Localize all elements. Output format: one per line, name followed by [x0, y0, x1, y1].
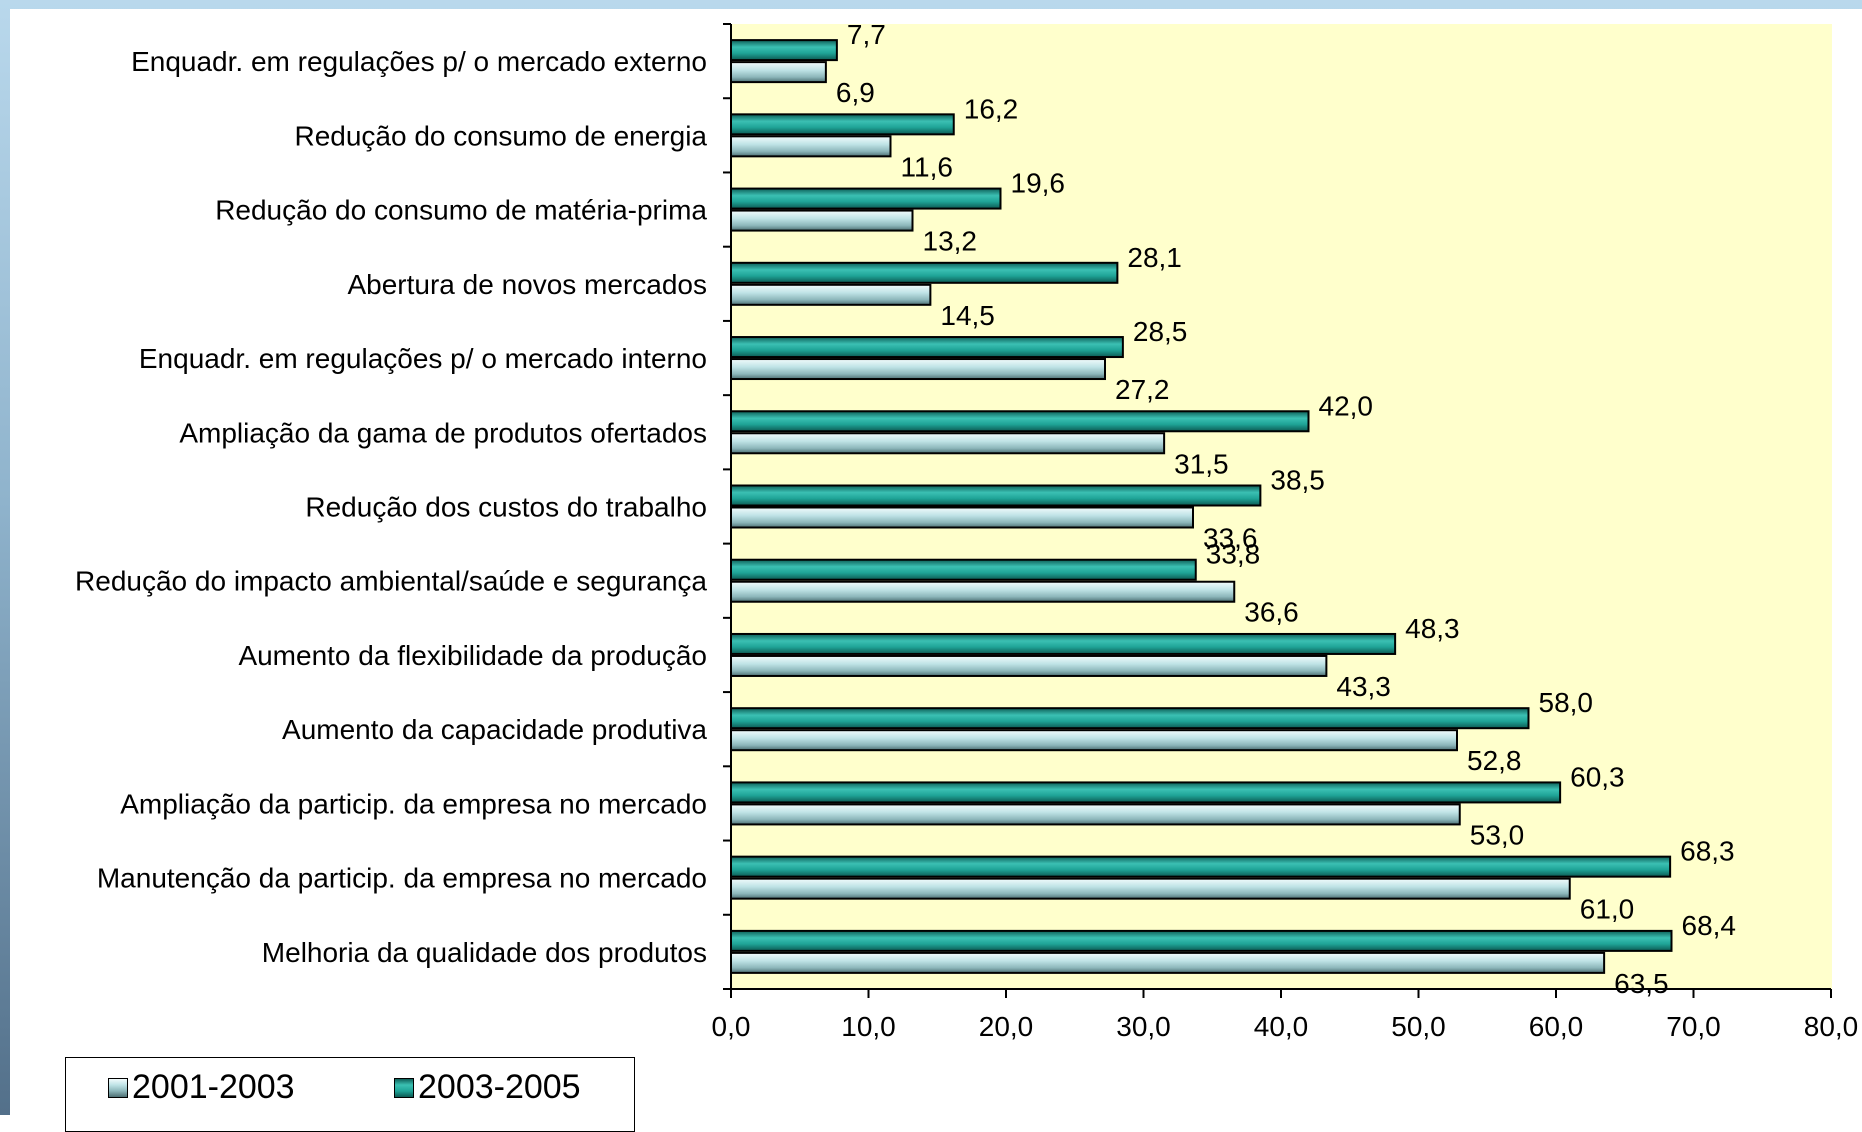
bar-2003-2005-reducao-do-impacto-ambiental-saude-e-seguranca: [730, 558, 1197, 581]
category-label-ampliacao-da-gama-de-produtos-ofertados: Ampliação da gama de produtos ofertados: [179, 417, 707, 448]
data-label-2001-2003-melhoria-da-qualidade-dos-produtos: 63,5: [1614, 968, 1669, 999]
x-tick-label-1: 10,0: [841, 1011, 896, 1042]
category-label-reducao-do-impacto-ambiental-saude-e-seguranca: Redução do impacto ambiental/saúde e seg…: [75, 566, 707, 597]
data-label-2001-2003-abertura-de-novos-mercados: 14,5: [940, 300, 995, 331]
bar-2001-2003-manutencao-da-particip-da-empresa-no-mercado: [730, 877, 1571, 900]
data-label-2001-2003-aumento-da-flexibilidade-da-producao: 43,3: [1336, 671, 1391, 702]
legend-swatch-2001-2003: [108, 1077, 128, 1098]
data-label-2003-2005-reducao-dos-custos-do-trabalho: 38,5: [1270, 465, 1325, 496]
data-label-2003-2005-ampliacao-da-gama-de-produtos-ofertados: 42,0: [1319, 390, 1374, 421]
category-label-reducao-do-consumo-de-materia-prima: Redução do consumo de matéria-prima: [215, 195, 707, 226]
x-tick-label-3: 30,0: [1116, 1011, 1171, 1042]
data-label-2003-2005-manutencao-da-particip-da-empresa-no-mercado: 68,3: [1680, 836, 1735, 867]
category-label-aumento-da-capacidade-produtiva: Aumento da capacidade produtiva: [282, 714, 707, 745]
data-label-2001-2003-ampliacao-da-particip-da-empresa-no-mercado: 53,0: [1470, 819, 1525, 850]
data-label-2001-2003-reducao-dos-custos-do-trabalho: 33,6: [1203, 523, 1258, 554]
bar-2001-2003-aumento-da-capacidade-produtiva: [730, 729, 1458, 752]
x-tick-label-8: 80,0: [1804, 1011, 1859, 1042]
category-label-aumento-da-flexibilidade-da-producao: Aumento da flexibilidade da produção: [238, 640, 707, 671]
x-tick-label-5: 50,0: [1391, 1011, 1446, 1042]
bar-2003-2005-abertura-de-novos-mercados: [730, 261, 1119, 284]
category-label-reducao-do-consumo-de-energia: Redução do consumo de energia: [294, 120, 707, 151]
legend-item-2001-2003: 2001-2003: [108, 1068, 295, 1107]
x-tick-label-4: 40,0: [1254, 1011, 1309, 1042]
bar-2001-2003-ampliacao-da-gama-de-produtos-ofertados: [730, 432, 1166, 455]
data-label-2003-2005-aumento-da-capacidade-produtiva: 58,0: [1539, 687, 1594, 718]
category-label-enquadr-em-regulacoes-p-o-mercado-interno: Enquadr. em regulações p/ o mercado inte…: [139, 343, 707, 374]
category-label-abertura-de-novos-mercados: Abertura de novos mercados: [347, 269, 707, 300]
data-label-2001-2003-aumento-da-capacidade-produtiva: 52,8: [1467, 745, 1522, 776]
legend-item-2003-2005: 2003-2005: [394, 1068, 581, 1107]
data-label-2003-2005-enquadr-em-regulacoes-p-o-mercado-interno: 28,5: [1133, 316, 1188, 347]
bar-2003-2005-manutencao-da-particip-da-empresa-no-mercado: [730, 855, 1672, 878]
data-label-2001-2003-ampliacao-da-gama-de-produtos-ofertados: 31,5: [1174, 448, 1229, 479]
category-label-melhoria-da-qualidade-dos-produtos: Melhoria da qualidade dos produtos: [262, 937, 707, 968]
data-label-2003-2005-ampliacao-da-particip-da-empresa-no-mercado: 60,3: [1570, 761, 1625, 792]
data-label-2001-2003-enquadr-em-regulacoes-p-o-mercado-interno: 27,2: [1115, 374, 1170, 405]
category-label-enquadr-em-regulacoes-p-o-mercado-externo: Enquadr. em regulações p/ o mercado exte…: [131, 46, 707, 77]
category-label-manutencao-da-particip-da-empresa-no-mercado: Manutenção da particip. da empresa no me…: [97, 863, 707, 894]
legend-label-2003-2005: 2003-2005: [418, 1068, 581, 1106]
legend-swatch-2003-2005: [394, 1077, 414, 1098]
bar-chart: Enquadr. em regulações p/ o mercado exte…: [75, 19, 1859, 1042]
bar-2003-2005-aumento-da-capacidade-produtiva: [730, 707, 1530, 730]
chart-legend: 2001-2003 2003-2005: [65, 1057, 635, 1132]
bar-2003-2005-enquadr-em-regulacoes-p-o-mercado-interno: [730, 336, 1124, 359]
legend-label-2001-2003: 2001-2003: [132, 1068, 295, 1106]
data-label-2001-2003-reducao-do-impacto-ambiental-saude-e-seguranca: 36,6: [1244, 597, 1299, 628]
data-label-2001-2003-reducao-do-consumo-de-energia: 11,6: [901, 151, 953, 182]
x-tick-label-0: 0,0: [712, 1011, 751, 1042]
data-label-2001-2003-enquadr-em-regulacoes-p-o-mercado-externo: 6,9: [836, 77, 875, 108]
bar-2001-2003-reducao-dos-custos-do-trabalho: [730, 506, 1194, 529]
bar-2003-2005-aumento-da-flexibilidade-da-producao: [730, 632, 1397, 655]
category-label-reducao-dos-custos-do-trabalho: Redução dos custos do trabalho: [305, 492, 707, 523]
bar-2001-2003-aumento-da-flexibilidade-da-producao: [730, 654, 1328, 677]
bar-2003-2005-melhoria-da-qualidade-dos-produtos: [730, 929, 1673, 952]
x-tick-label-2: 20,0: [979, 1011, 1034, 1042]
x-tick-label-6: 60,0: [1529, 1011, 1584, 1042]
data-label-2003-2005-abertura-de-novos-mercados: 28,1: [1127, 242, 1182, 273]
bar-2003-2005-reducao-dos-custos-do-trabalho: [730, 484, 1262, 507]
bar-2003-2005-reducao-do-consumo-de-energia: [730, 113, 955, 136]
bar-2001-2003-reducao-do-consumo-de-materia-prima: [730, 209, 914, 232]
bar-2003-2005-reducao-do-consumo-de-materia-prima: [730, 187, 1002, 210]
chart-panel: Enquadr. em regulações p/ o mercado exte…: [10, 9, 1862, 1132]
bar-2003-2005-ampliacao-da-gama-de-produtos-ofertados: [730, 410, 1310, 433]
bar-2001-2003-enquadr-em-regulacoes-p-o-mercado-interno: [730, 358, 1106, 381]
data-label-2001-2003-manutencao-da-particip-da-empresa-no-mercado: 61,0: [1580, 894, 1635, 925]
bar-2003-2005-ampliacao-da-particip-da-empresa-no-mercado: [730, 781, 1562, 804]
data-label-2003-2005-reducao-do-consumo-de-energia: 16,2: [964, 93, 1019, 124]
data-label-2001-2003-reducao-do-consumo-de-materia-prima: 13,2: [923, 226, 978, 257]
data-label-2003-2005-reducao-do-impacto-ambiental-saude-e-seguranca: 33,8: [1206, 539, 1261, 570]
bar-2001-2003-reducao-do-impacto-ambiental-saude-e-seguranca: [730, 580, 1236, 603]
bar-2003-2005-enquadr-em-regulacoes-p-o-mercado-externo: [730, 39, 838, 62]
category-label-ampliacao-da-particip-da-empresa-no-mercado: Ampliação da particip. da empresa no mer…: [120, 788, 707, 819]
data-label-2003-2005-enquadr-em-regulacoes-p-o-mercado-externo: 7,7: [847, 19, 886, 50]
bar-2001-2003-reducao-do-consumo-de-energia: [730, 135, 892, 158]
bar-2001-2003-melhoria-da-qualidade-dos-produtos: [730, 951, 1606, 974]
x-tick-label-7: 70,0: [1666, 1011, 1721, 1042]
data-label-2003-2005-reducao-do-consumo-de-materia-prima: 19,6: [1011, 168, 1066, 199]
data-label-2003-2005-melhoria-da-qualidade-dos-produtos: 68,4: [1682, 910, 1737, 941]
bar-2001-2003-abertura-de-novos-mercados: [730, 283, 932, 306]
bar-2001-2003-enquadr-em-regulacoes-p-o-mercado-externo: [730, 61, 827, 84]
data-label-2003-2005-aumento-da-flexibilidade-da-producao: 48,3: [1405, 613, 1460, 644]
bar-2001-2003-ampliacao-da-particip-da-empresa-no-mercado: [730, 803, 1461, 826]
